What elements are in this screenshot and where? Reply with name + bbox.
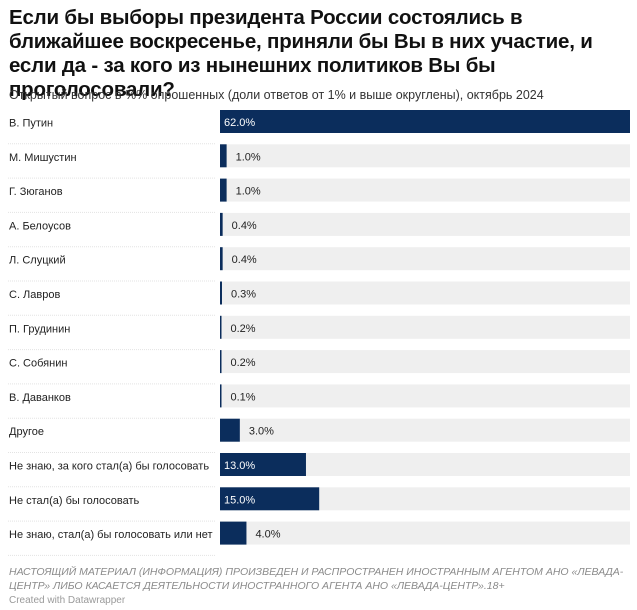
bar-chart: В. Путин 62.0% М. Мишустин 1.0% Г. Зюганов 1.… [8,110,630,556]
bar [220,110,630,133]
value-label: 0.2% [231,357,256,369]
bar [220,144,227,168]
value-label: 13.0% [224,460,255,472]
bar-track [220,144,630,168]
bar [220,315,222,339]
value-label: 1.0% [236,186,261,198]
value-label: 15.0% [224,494,255,506]
value-label: 0.4% [232,254,257,266]
bar-track [220,350,630,374]
chart-title: Если бы выборы президента России состоял… [9,6,593,101]
bar-track [220,521,630,545]
bar [220,453,306,476]
bar [220,178,227,202]
category-label: Другое [9,426,44,438]
category-label: В. Путин [9,118,53,130]
bar [220,521,247,545]
value-label: 0.3% [231,289,256,301]
value-label: 0.4% [232,220,257,232]
bar [220,212,223,236]
value-label: 1.0% [236,151,261,163]
value-label: 4.0% [255,529,280,541]
category-label: Г. Зюганов [9,186,63,198]
bar [220,350,222,374]
category-label: Не стал(а) бы голосовать [9,495,140,507]
value-label: 0.1% [231,391,256,403]
foreign-agent-notice: НАСТОЯЩИЙ МАТЕРИАЛ (ИНФОРМАЦИЯ) ПРОИЗВЕД… [9,566,624,592]
bar-track [220,453,630,476]
category-label: А. Белоусов [9,220,71,232]
category-label: С. Лавров [9,289,60,301]
value-label: 62.0% [224,117,255,129]
bar-track [220,418,630,442]
bar-track [220,281,630,305]
bar [220,384,222,408]
bar-track [220,212,630,236]
chart-subtitle: Открытый вопрос в %% опрошенных (доли от… [9,88,544,102]
bar-track [220,384,630,408]
category-label: С. Собянин [9,358,67,370]
bar-track [220,178,630,202]
value-label: 3.0% [249,426,274,438]
category-label: Л. Слуцкий [9,255,66,267]
bar-track [220,247,630,271]
category-label: Не знаю, за кого стал(а) бы голосовать [9,461,209,473]
value-label: 0.2% [231,323,256,335]
category-label: Не знаю, стал(а) бы голосовать или нет [9,529,213,541]
category-label: М. Мишустин [9,152,77,164]
bar [220,247,223,271]
bar [220,487,320,511]
bar-track [220,315,630,339]
category-label: В. Даванков [9,392,71,404]
datawrapper-credit: Created with Datawrapper [9,595,126,606]
category-label: П. Грудинин [9,323,70,335]
bar-track [220,487,630,511]
bar [220,281,222,305]
bar [220,418,240,442]
